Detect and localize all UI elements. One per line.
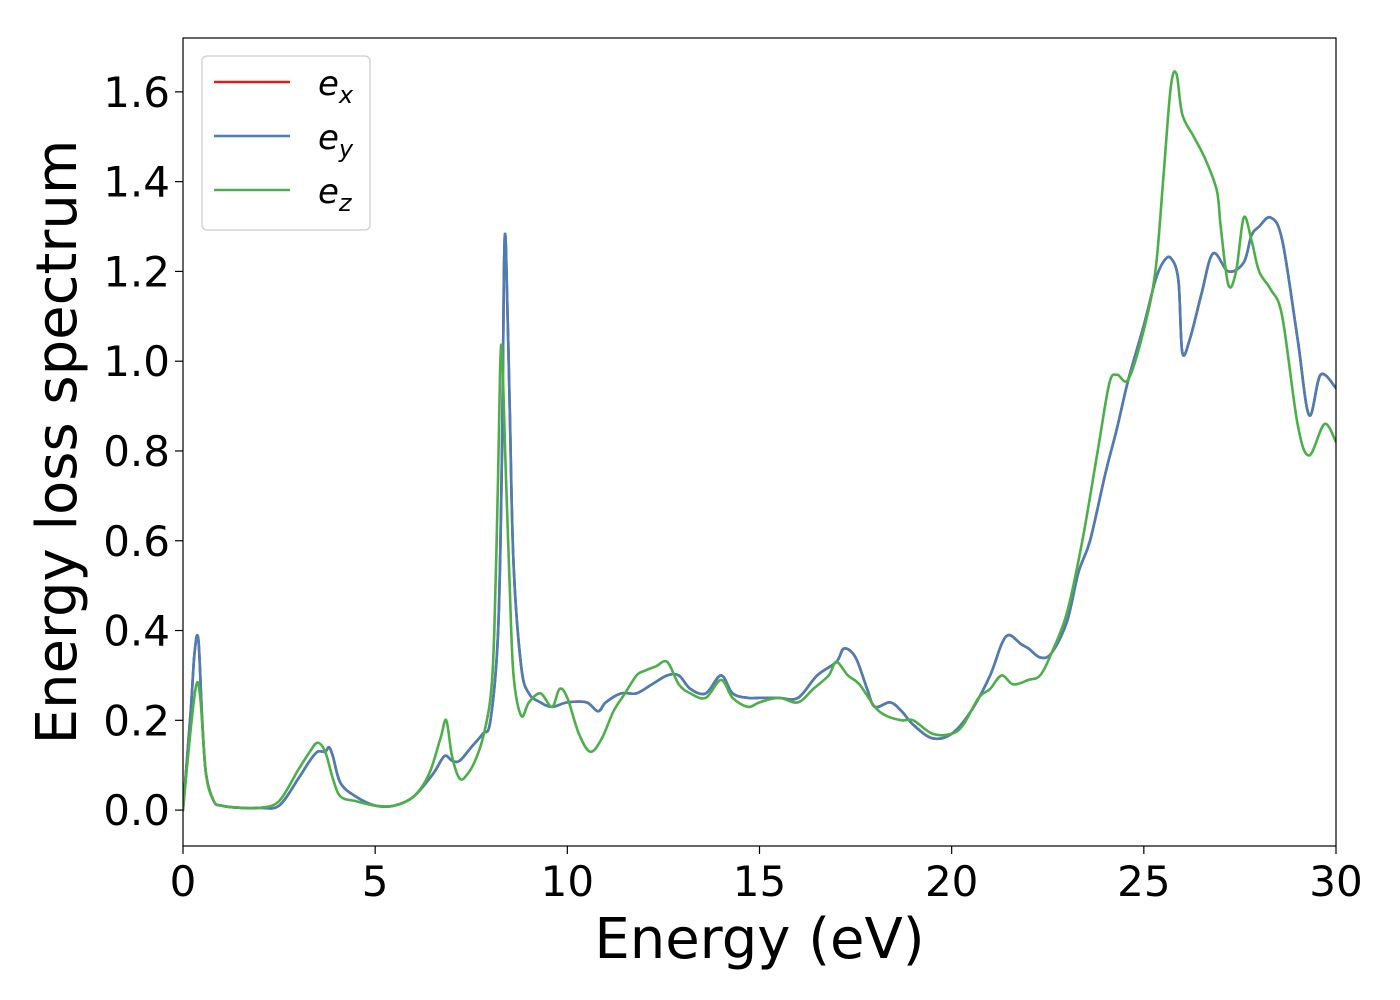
series-layer <box>183 70 1336 812</box>
x-tick-label: 30 <box>1309 857 1362 906</box>
y-tick-label: 0.0 <box>103 786 170 835</box>
y-tick-label: 1.4 <box>103 158 170 207</box>
x-axis-label: Energy (eV) <box>594 907 924 972</box>
y-tick-label: 1.2 <box>103 247 170 296</box>
x-tick-label: 20 <box>925 857 978 906</box>
x-axis: 0 5 10 15 20 25 30 <box>170 846 1363 906</box>
y-axis: 0.0 0.2 0.4 0.6 0.8 1.0 1.2 1.4 1.6 <box>103 68 183 835</box>
series-line-ey <box>183 215 1336 812</box>
y-axis-label: Energy loss spectrum <box>25 140 90 745</box>
x-tick-label: 0 <box>170 857 197 906</box>
series-line-ez <box>183 70 1336 812</box>
y-tick-label: 1.0 <box>103 337 170 386</box>
y-tick-label: 0.4 <box>103 607 170 656</box>
x-tick-label: 25 <box>1117 857 1170 906</box>
y-tick-label: 1.6 <box>103 68 170 117</box>
x-tick-label: 5 <box>362 857 389 906</box>
y-tick-label: 0.6 <box>103 517 170 566</box>
legend-label-ey: ey <box>318 118 354 163</box>
legend-box <box>201 55 371 231</box>
x-tick-label: 15 <box>733 857 786 906</box>
legend-label-ex: ex <box>318 64 354 109</box>
x-tick-label: 10 <box>541 857 594 906</box>
y-tick-label: 0.8 <box>103 427 170 476</box>
legend: ex ey ez <box>201 55 371 231</box>
legend-label-ez: ez <box>318 172 353 217</box>
y-tick-label: 0.2 <box>103 696 170 745</box>
